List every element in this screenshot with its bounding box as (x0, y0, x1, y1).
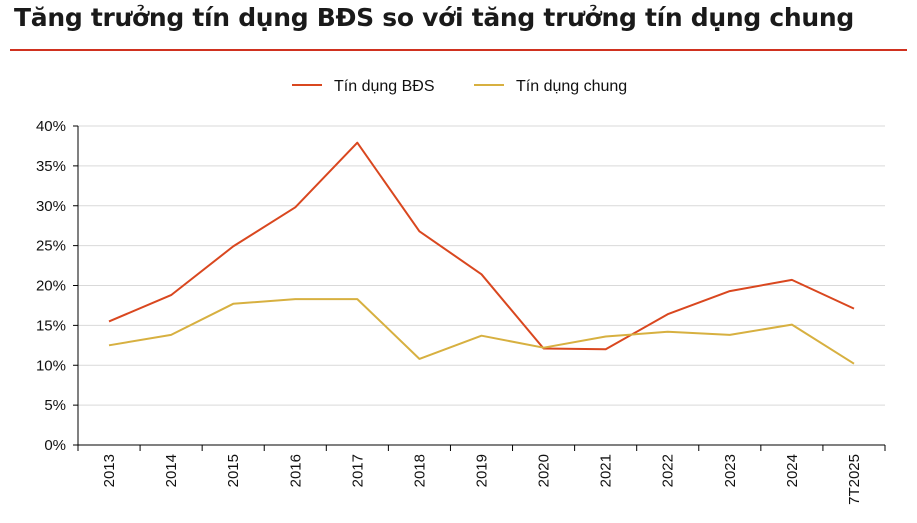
series-line-0 (108, 141, 855, 351)
legend-label-0: Tín dụng BĐS (334, 78, 435, 95)
y-tick-label-8: 40% (36, 118, 66, 135)
y-tick-label-4: 20% (36, 278, 66, 295)
x-tick-label-4: 2017 (349, 454, 366, 487)
y-tick-label-3: 15% (36, 317, 66, 334)
x-tick-label-8: 2021 (598, 454, 615, 487)
x-tick-label-10: 2023 (722, 454, 739, 487)
gridlines (78, 125, 885, 406)
y-tick-label-1: 5% (44, 397, 66, 414)
page-title: Tăng trưởng tín dụng BĐS so với tăng trư… (14, 3, 854, 32)
x-tick-label-11: 2024 (784, 454, 801, 487)
legend-label-1: Tín dụng chung (516, 78, 627, 95)
x-tick-label-9: 2022 (660, 454, 677, 487)
y-tick-label-5: 25% (36, 238, 66, 255)
x-tick-label-2: 2015 (225, 454, 242, 487)
x-tick-label-7: 2020 (536, 454, 553, 487)
x-tick-label-6: 2019 (474, 454, 491, 487)
x-tick-label-3: 2016 (287, 454, 304, 487)
y-tick-label-0: 0% (44, 437, 66, 454)
series-line-1 (108, 298, 855, 365)
y-tick-label-2: 10% (36, 357, 66, 374)
x-tick-label-5: 2018 (411, 454, 428, 487)
axes (77, 126, 885, 446)
x-axis-ticks: 2013 2014 2015 2016 2017 2018 2019 2020 2021 2022… (77, 445, 886, 505)
y-tick-label-6: 30% (36, 198, 66, 215)
title-divider (10, 49, 907, 51)
series-lines (108, 141, 855, 365)
x-tick-label-12: 7T2025 (846, 454, 863, 505)
x-tick-label-0: 2013 (101, 454, 118, 487)
y-tick-label-7: 35% (36, 158, 66, 175)
legend: Tín dụng BĐS Tín dụng chung (292, 78, 627, 95)
y-axis-ticks: 0% 5% 10% 15% 20% 25% 30% 35% 40% (36, 118, 78, 454)
x-tick-label-1: 2014 (163, 454, 180, 487)
